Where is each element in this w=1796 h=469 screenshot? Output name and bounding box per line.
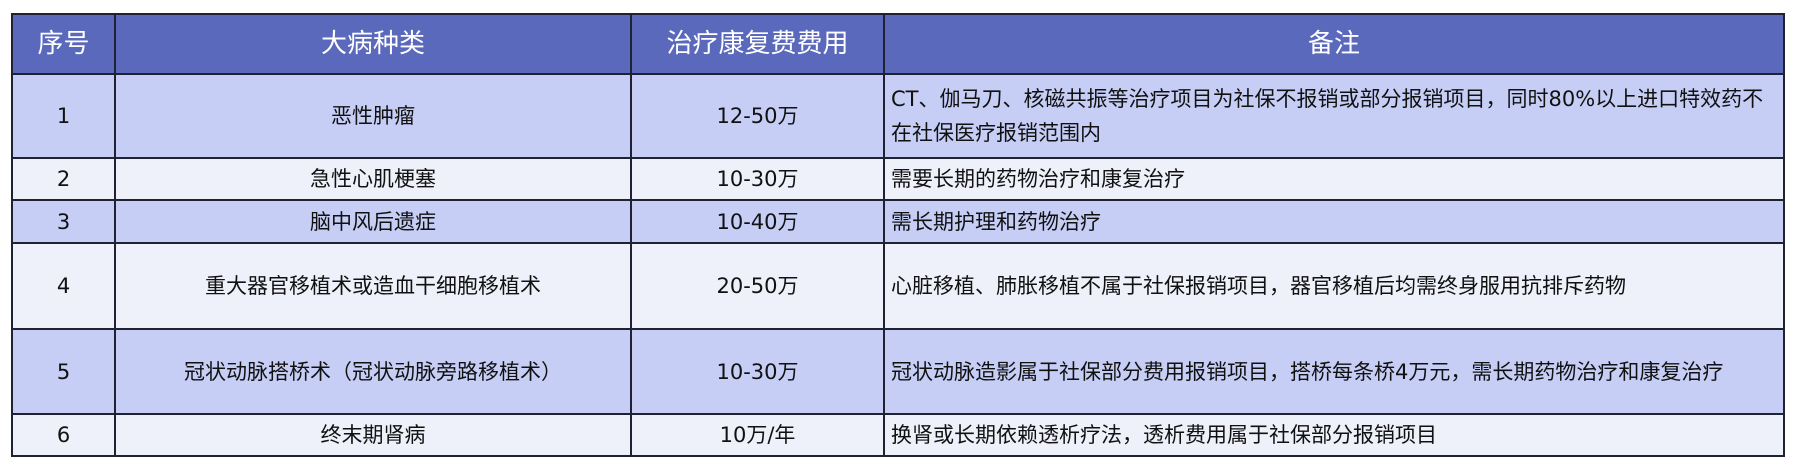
table-row: 4 重大器官移植术或造血干细胞移植术 20-50万 心脏移植、肺胀移植不属于社保… xyxy=(11,242,1785,330)
cell-cost: 12-50万 xyxy=(630,73,885,159)
table-row: 1 恶性肿瘤 12-50万 CT、伽马刀、核磁共振等治疗项目为社保不报销或部分报… xyxy=(11,73,1785,159)
cell-cost: 10万/年 xyxy=(630,413,885,457)
cell-no: 5 xyxy=(11,328,116,415)
cell-note: 需要长期的药物治疗和康复治疗 xyxy=(883,157,1785,201)
critical-illness-table: 序号 大病种类 治疗康复费费用 备注 1 恶性肿瘤 12-50万 CT、伽马刀、… xyxy=(11,13,1785,457)
cell-disease: 恶性肿瘤 xyxy=(114,73,632,159)
cell-note: 冠状动脉造影属于社保部分费用报销项目，搭桥每条桥4万元，需长期药物治疗和康复治疗 xyxy=(883,328,1785,415)
header-row: 序号 大病种类 治疗康复费费用 备注 xyxy=(11,13,1785,75)
table-row: 2 急性心肌梗塞 10-30万 需要长期的药物治疗和康复治疗 xyxy=(11,157,1785,201)
cell-disease: 脑中风后遗症 xyxy=(114,199,632,244)
cell-no: 4 xyxy=(11,242,116,330)
cell-disease: 重大器官移植术或造血干细胞移植术 xyxy=(114,242,632,330)
cell-cost: 10-30万 xyxy=(630,157,885,201)
header-note: 备注 xyxy=(883,13,1785,75)
cell-cost: 20-50万 xyxy=(630,242,885,330)
cell-note: 心脏移植、肺胀移植不属于社保报销项目，器官移植后均需终身服用抗排斥药物 xyxy=(883,242,1785,330)
cell-no: 6 xyxy=(11,413,116,457)
cell-note: 换肾或长期依赖透析疗法，透析费用属于社保部分报销项目 xyxy=(883,413,1785,457)
cell-note: 需长期护理和药物治疗 xyxy=(883,199,1785,244)
header-no: 序号 xyxy=(11,13,116,75)
cell-disease: 冠状动脉搭桥术（冠状动脉旁路移植术） xyxy=(114,328,632,415)
cell-cost: 10-30万 xyxy=(630,328,885,415)
cell-disease: 急性心肌梗塞 xyxy=(114,157,632,201)
cell-no: 2 xyxy=(11,157,116,201)
cell-cost: 10-40万 xyxy=(630,199,885,244)
table-row: 3 脑中风后遗症 10-40万 需长期护理和药物治疗 xyxy=(11,199,1785,244)
table-row: 6 终末期肾病 10万/年 换肾或长期依赖透析疗法，透析费用属于社保部分报销项目 xyxy=(11,413,1785,457)
header-disease: 大病种类 xyxy=(114,13,632,75)
cell-no: 3 xyxy=(11,199,116,244)
table-row: 5 冠状动脉搭桥术（冠状动脉旁路移植术） 10-30万 冠状动脉造影属于社保部分… xyxy=(11,328,1785,415)
cell-no: 1 xyxy=(11,73,116,159)
cell-note: CT、伽马刀、核磁共振等治疗项目为社保不报销或部分报销项目，同时80%以上进口特… xyxy=(883,73,1785,159)
header-cost: 治疗康复费费用 xyxy=(630,13,885,75)
cell-disease: 终末期肾病 xyxy=(114,413,632,457)
